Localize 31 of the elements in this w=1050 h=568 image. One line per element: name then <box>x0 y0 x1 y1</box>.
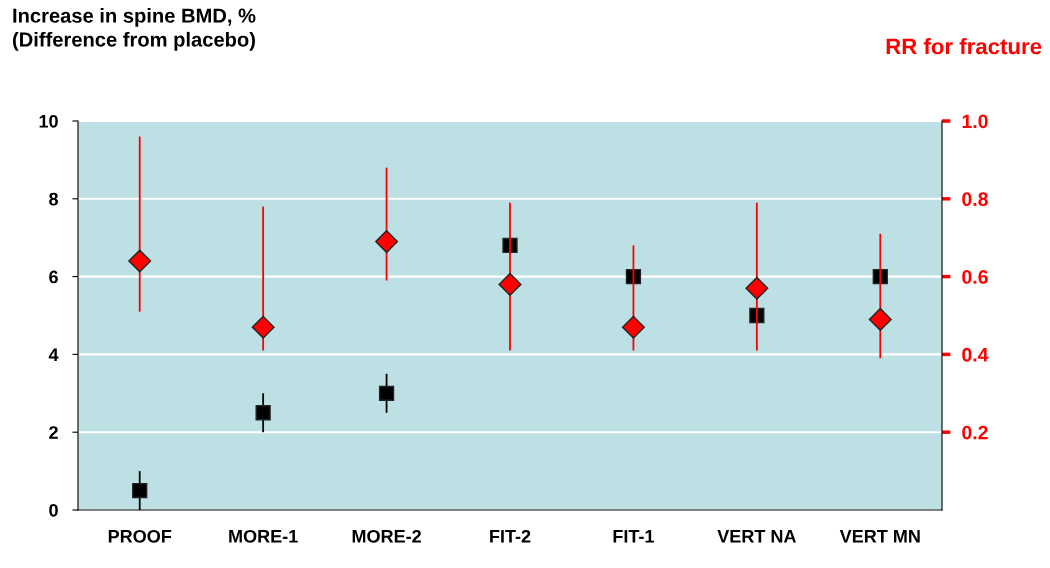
point <box>251 315 275 339</box>
y2-tick-label: 1.0 <box>962 114 988 129</box>
x-tick-label: VERT NA <box>717 530 796 543</box>
y-tick-label: 4 <box>48 348 59 361</box>
point <box>255 405 271 421</box>
y-tick-label: 2 <box>49 426 58 439</box>
point <box>132 482 148 499</box>
y2-tick-label: 0.6 <box>962 270 988 284</box>
point <box>128 249 152 273</box>
y-tick-label: 8 <box>49 192 58 206</box>
y-tick-label: 10 <box>39 114 58 128</box>
point <box>745 276 769 300</box>
y-tick-label: 0 <box>49 503 58 517</box>
y-axis-title: Increase in spine BMD, % (Difference from placebo) <box>13 8 256 51</box>
x-tick-label: MORE-2 <box>352 529 421 543</box>
y2-tick-label: 0.2 <box>962 425 988 440</box>
point <box>498 272 522 296</box>
x-tick-label: MORE-1 <box>229 529 298 543</box>
point <box>625 268 642 285</box>
x-tick-label: VERT MN <box>839 530 920 543</box>
point <box>375 230 399 254</box>
y-tick-label: 6 <box>49 270 58 284</box>
y2-tick-label: 0.4 <box>962 347 989 362</box>
y2-axis-title: RR for fracture <box>886 38 1042 55</box>
point <box>868 307 892 331</box>
point <box>378 385 395 401</box>
x-tick-label: FIT-2 <box>490 529 531 543</box>
x-tick-label: PROOF <box>108 529 172 543</box>
x-tick-label: FIT-1 <box>613 530 654 543</box>
y2-tick-label: 0.8 <box>962 192 988 207</box>
point <box>621 315 645 339</box>
